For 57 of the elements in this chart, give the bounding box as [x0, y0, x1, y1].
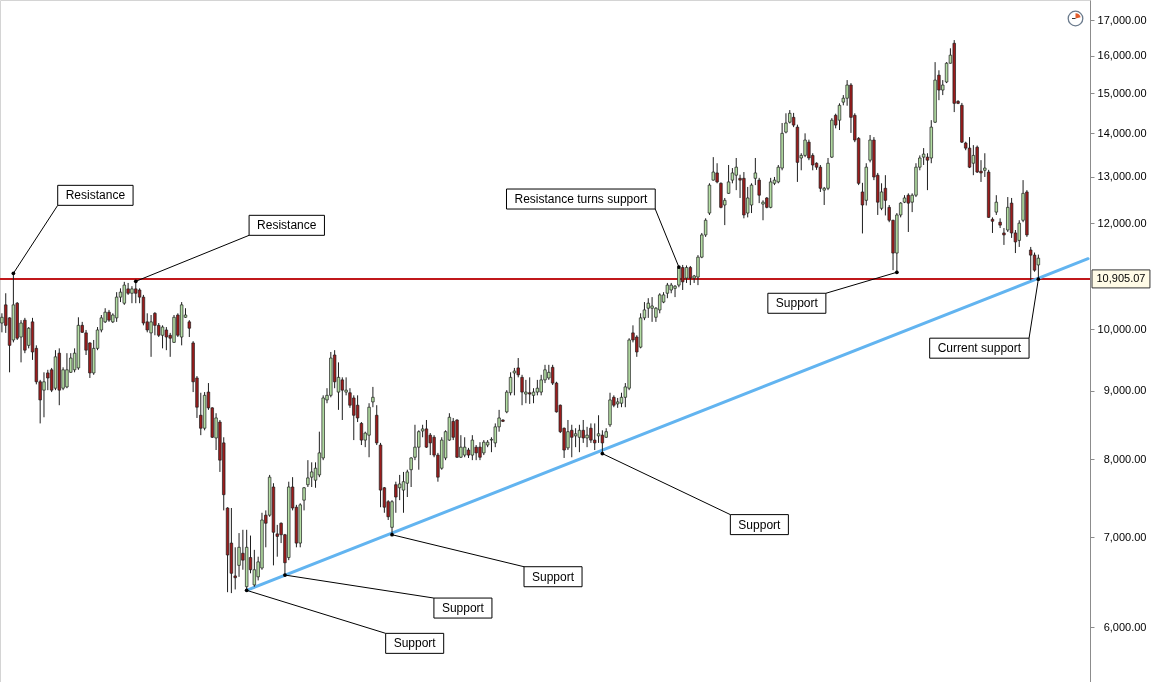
candlestick	[65, 352, 69, 389]
annotation: Resistance	[257, 218, 317, 233]
candlestick	[122, 281, 126, 306]
candlestick	[512, 367, 517, 396]
annotation: Support	[441, 601, 485, 616]
candlestick	[998, 217, 1002, 229]
annotation: Support	[738, 517, 782, 532]
candlestick	[1029, 246, 1033, 281]
candlestick	[577, 424, 582, 453]
y-tick-label: 6,000.00	[1103, 620, 1147, 633]
annotation: Current support	[937, 341, 1022, 356]
candlestick	[650, 296, 654, 323]
annotation: Support	[532, 569, 575, 584]
candlestick	[164, 326, 169, 351]
candlestick	[524, 379, 528, 404]
candlestick	[711, 156, 715, 182]
candlestick	[371, 386, 375, 408]
y-tick-label: 17,000.00	[1097, 13, 1147, 26]
candlestick	[585, 426, 589, 448]
candlestick	[596, 414, 601, 444]
candlestick	[528, 376, 532, 405]
candlestick	[306, 459, 310, 488]
candlestick	[971, 144, 975, 176]
candlestick	[115, 291, 119, 323]
y-tick-label: 14,000.00	[1097, 126, 1147, 139]
y-tick-label: 10,000.00	[1097, 322, 1147, 335]
candlestick	[398, 474, 402, 501]
y-tick-label: 8,000.00	[1103, 452, 1147, 465]
candlestick	[149, 314, 153, 358]
candlestick	[340, 376, 344, 421]
y-tick-label: 12,000.00	[1097, 216, 1147, 229]
candlestick	[42, 371, 46, 418]
annotation: Support	[393, 636, 437, 651]
candlestick	[130, 285, 134, 304]
candlestick	[428, 432, 432, 456]
candlestick	[646, 297, 650, 319]
candlestick	[310, 461, 314, 488]
y-tick-label: 16,000.00	[1097, 49, 1147, 62]
candlestick	[417, 429, 421, 471]
candlestick	[994, 194, 998, 216]
y-tick-label: 9,000.00	[1103, 384, 1147, 397]
candlestick	[983, 152, 987, 178]
y-tick-label: 15,000.00	[1097, 86, 1147, 99]
candlestick	[355, 394, 360, 423]
candlestick	[1032, 252, 1037, 273]
candlestick	[570, 424, 574, 458]
y-tick-label: 7,000.00	[1103, 530, 1147, 543]
ref-line-label: 10,905.07	[1096, 271, 1146, 284]
annotation: Resistance turns support	[514, 192, 648, 207]
y-tick-label: 13,000.00	[1097, 170, 1147, 183]
candlestick	[573, 427, 578, 448]
annotation: Resistance	[65, 188, 126, 203]
candlestick	[749, 182, 754, 214]
candlestick	[520, 374, 524, 406]
annotation: Support	[775, 296, 819, 311]
candlestick	[818, 164, 823, 193]
candlestick	[401, 471, 406, 514]
